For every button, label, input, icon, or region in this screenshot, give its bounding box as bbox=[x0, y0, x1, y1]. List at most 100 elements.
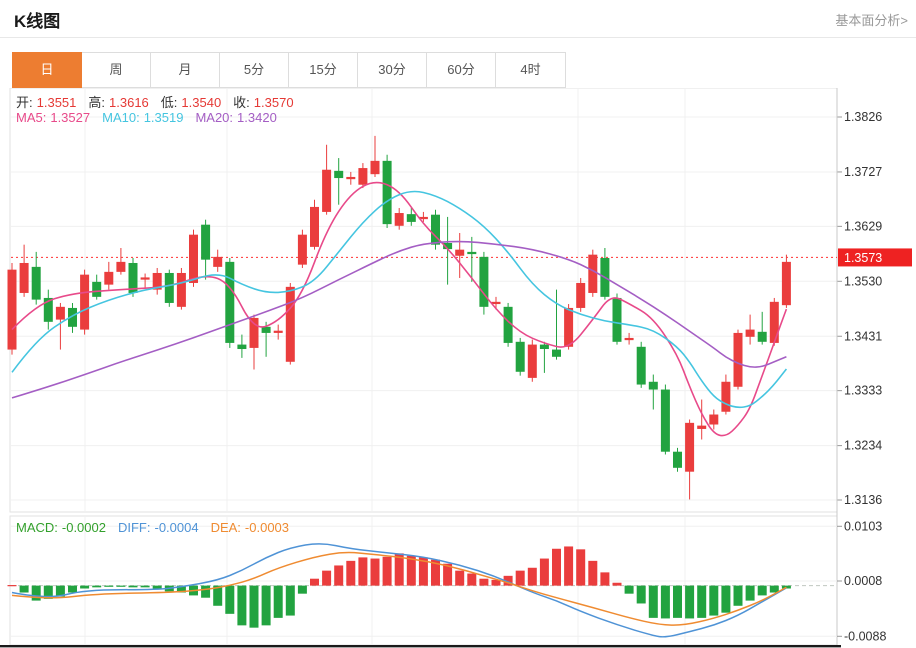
legend-label: DEA: bbox=[210, 520, 241, 535]
candle-body-up bbox=[213, 256, 223, 267]
candle-body-up bbox=[491, 301, 501, 305]
candle-body-up bbox=[697, 425, 707, 429]
macd-hist-bar bbox=[588, 560, 598, 586]
macd-hist-bar bbox=[576, 549, 586, 586]
macd-hist-bar bbox=[769, 585, 779, 593]
candle-body-down bbox=[334, 170, 344, 179]
macd-hist-bar bbox=[55, 585, 65, 597]
candle-body-up bbox=[80, 274, 90, 330]
legend-value: 1.3551 bbox=[36, 95, 77, 110]
candle-body-down bbox=[660, 389, 670, 452]
candle-body-down bbox=[128, 262, 138, 293]
macd-hist-bar bbox=[515, 570, 525, 586]
macd-hist-bar bbox=[552, 548, 561, 586]
macd-hist-bar bbox=[201, 585, 211, 598]
candle-body-up bbox=[733, 332, 743, 387]
candle-body-up bbox=[564, 307, 574, 347]
timeframe-tabs: 日周月 5分 15分 30分 60分 4时 bbox=[12, 52, 566, 88]
macd-hist-bar bbox=[673, 585, 682, 618]
candle-body-down bbox=[648, 381, 658, 390]
candle-body-up bbox=[7, 269, 17, 350]
macd-hist-bar bbox=[455, 570, 465, 586]
candle-body-up bbox=[310, 206, 319, 247]
kline-chart-canvas[interactable]: 1.3826 1.3727 1.3629 1.3530 1.3431 1.3333 1.32… bbox=[0, 88, 916, 648]
macd-hist-bar bbox=[406, 555, 416, 586]
candle-body-up bbox=[685, 422, 695, 472]
candle-body-down bbox=[673, 451, 682, 468]
candle-body-down bbox=[164, 272, 174, 303]
ma5-line bbox=[11, 181, 788, 437]
candle-body-up bbox=[370, 160, 380, 175]
candle-body-down bbox=[225, 261, 235, 343]
macd-hist-bar bbox=[491, 579, 501, 586]
candle-body-down bbox=[515, 341, 525, 372]
candle-body-up bbox=[394, 213, 404, 226]
legend-value: 1.3616 bbox=[109, 95, 149, 110]
price-tick-label: 1.3431 bbox=[844, 329, 882, 343]
candle-body-up bbox=[576, 282, 586, 308]
macd-hist-bar bbox=[297, 585, 307, 594]
candle-body-up bbox=[176, 272, 186, 307]
macd-hist-bar bbox=[285, 585, 295, 616]
candle-body-up bbox=[249, 317, 259, 348]
main-chart-panel bbox=[9, 88, 838, 513]
macd-hist-bar bbox=[721, 585, 731, 613]
last-price-tag bbox=[838, 248, 912, 267]
macd-hist-bar bbox=[660, 585, 670, 619]
candle-body-down bbox=[92, 281, 102, 297]
macd-hist-bar bbox=[636, 585, 646, 604]
macd-hist-bar bbox=[394, 553, 404, 586]
macd-hist-bar bbox=[624, 585, 634, 594]
tab-15分[interactable]: 15分 bbox=[289, 53, 358, 87]
tab-5分[interactable]: 5分 bbox=[220, 53, 289, 87]
legend-label: DIFF: bbox=[117, 520, 151, 535]
price-tick-label: 1.3826 bbox=[844, 110, 882, 124]
price-tick-label: 1.3333 bbox=[844, 384, 882, 398]
macd-hist-bar bbox=[370, 558, 380, 586]
macd-hist-bar bbox=[322, 570, 332, 586]
candle-body-up bbox=[709, 414, 719, 425]
macd-hist-bar bbox=[92, 585, 102, 588]
macd-hist-bar bbox=[709, 585, 719, 616]
candle-body-down bbox=[382, 160, 392, 225]
macd-tick-label: -0.0088 bbox=[844, 629, 886, 643]
macd-hist-bar bbox=[781, 585, 791, 589]
candle-body-up bbox=[19, 262, 29, 293]
macd-hist-bar bbox=[527, 567, 537, 586]
macd-hist-bar bbox=[733, 585, 743, 606]
header-bar: K线图 基本面分析> bbox=[0, 0, 916, 36]
candle-body-up bbox=[189, 234, 198, 283]
candle-body-up bbox=[140, 277, 150, 280]
tab-日[interactable]: 日 bbox=[12, 52, 82, 88]
legend-label: MA5: bbox=[16, 110, 47, 125]
candle-body-up bbox=[745, 329, 755, 337]
candle-body-down bbox=[467, 251, 477, 255]
candle-body-up bbox=[455, 249, 465, 256]
legend-value: -0.0003 bbox=[244, 520, 290, 535]
macd-hist-bar bbox=[273, 585, 283, 618]
tab-60分[interactable]: 60分 bbox=[427, 53, 496, 87]
tab-月[interactable]: 月 bbox=[151, 53, 220, 87]
price-tick-label: 1.3234 bbox=[844, 439, 882, 453]
tab-周[interactable]: 周 bbox=[82, 53, 151, 87]
candle-body-down bbox=[431, 214, 440, 245]
candle-body-up bbox=[104, 271, 114, 285]
macd-hist-bar bbox=[648, 585, 658, 618]
macd-tick-label: 0.0008 bbox=[844, 574, 882, 588]
macd-hist-bar bbox=[116, 585, 126, 587]
legend-value: 1.3527 bbox=[50, 110, 91, 125]
macd-hist-bar bbox=[612, 582, 622, 586]
price-tick-label: 1.3530 bbox=[844, 274, 882, 288]
fundamental-analysis-link[interactable]: 基本面分析> bbox=[835, 13, 908, 28]
macd-hist-bar bbox=[176, 585, 186, 593]
macd-hist-bar bbox=[418, 557, 428, 586]
macd-hist-bar bbox=[467, 573, 477, 586]
candle-body-up bbox=[527, 344, 537, 378]
tab-4时[interactable]: 4时 bbox=[496, 53, 565, 87]
candle-body-down bbox=[503, 306, 513, 343]
tab-30分[interactable]: 30分 bbox=[358, 53, 427, 87]
legend-label: MA10: bbox=[102, 110, 140, 125]
candle-body-up bbox=[418, 216, 428, 220]
ohlc-legend: 开: 1.3551 高: 1.3616 低: 1.3540 收: 1.3570 bbox=[16, 92, 306, 111]
legend-label: 低: bbox=[160, 95, 178, 110]
